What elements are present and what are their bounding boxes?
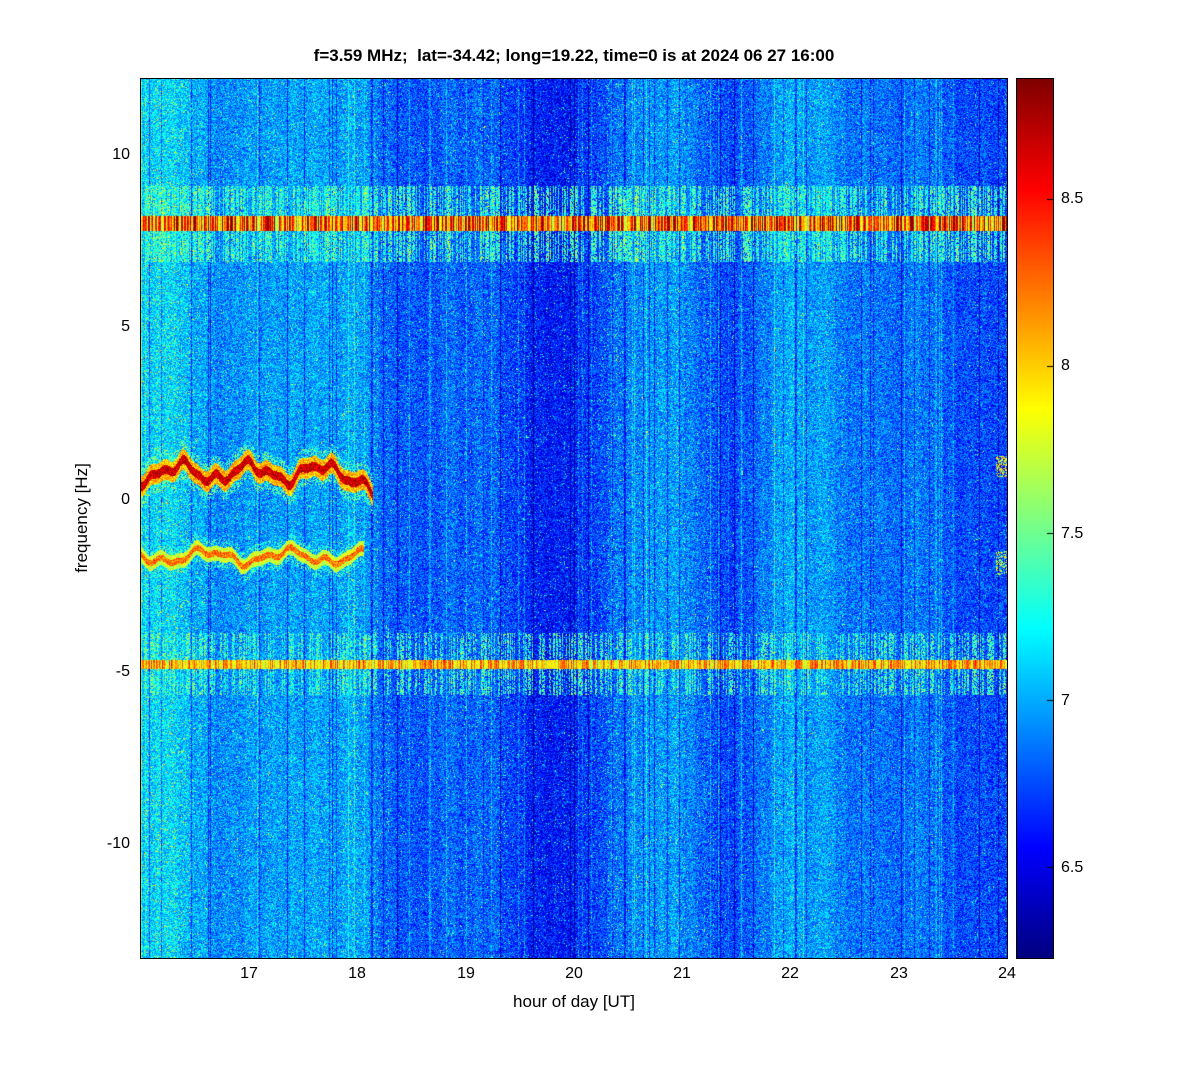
x-tick-label: 22 (781, 965, 799, 982)
y-axis-label: frequency [Hz] (72, 463, 91, 573)
x-tick-label: 21 (673, 965, 691, 982)
colorbar-tick-label: 7 (1061, 692, 1070, 709)
y-tick-label: 0 (121, 491, 130, 508)
colorbar (1016, 78, 1054, 959)
x-tick-label: 19 (457, 965, 475, 982)
y-tick-label: -5 (115, 663, 130, 680)
x-tick-label: 18 (348, 965, 366, 982)
x-axis-label: hour of day [UT] (513, 992, 635, 1011)
spectrogram-heatmap (140, 78, 1008, 959)
colorbar-tick-label: 7.5 (1061, 525, 1084, 542)
y-tick-label: 5 (121, 318, 130, 335)
chart-title: f=3.59 MHz; lat=-34.42; long=19.22, time… (313, 46, 835, 65)
y-tick-label: 10 (112, 146, 130, 163)
colorbar-tick-label: 6.5 (1061, 859, 1084, 876)
y-tick-label: -10 (106, 835, 130, 852)
x-tick-label: 23 (890, 965, 908, 982)
colorbar-tick-label: 8 (1061, 357, 1070, 374)
x-tick-label: 17 (240, 965, 258, 982)
x-tick-label: 20 (565, 965, 583, 982)
x-tick-label: 24 (998, 965, 1016, 982)
colorbar-tick-label: 8.5 (1061, 190, 1084, 207)
